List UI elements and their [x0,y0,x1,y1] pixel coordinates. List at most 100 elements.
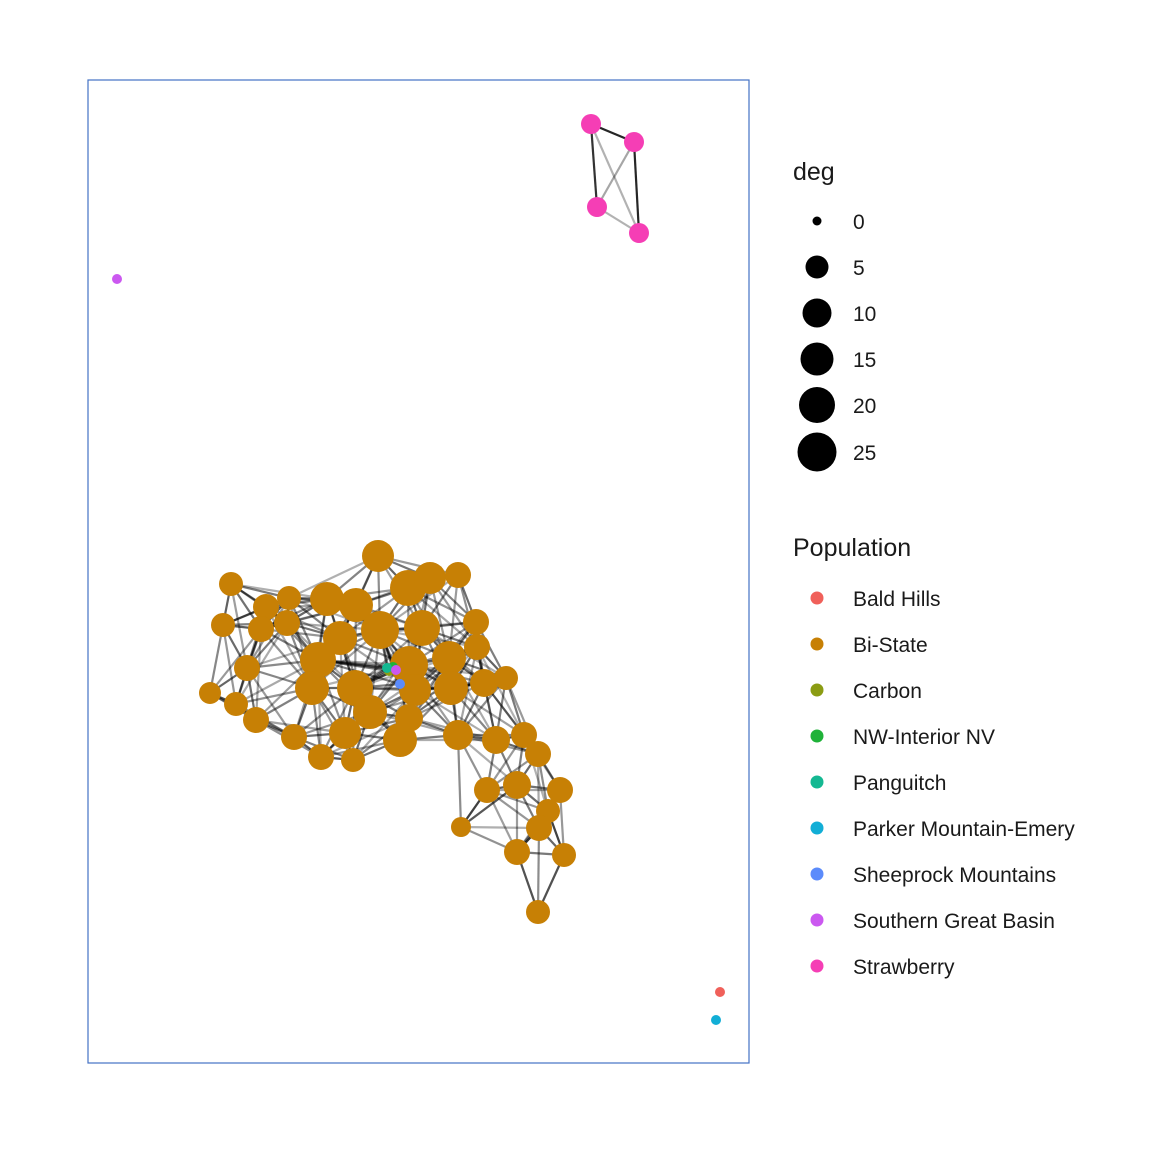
legend-deg-key-0 [812,216,822,226]
network-node-bi-state [300,642,336,678]
network-edge [589,123,641,234]
network-edge [254,628,263,721]
legend-population-label-carbon: Carbon [853,680,922,703]
legend-population-key-sheeprock-mountains [810,867,824,881]
network-node-bi-state [308,744,334,770]
legend-population-key-southern-great-basin [810,913,824,927]
legend-population-key-carbon [810,683,824,697]
legend-population-key-panguitch [810,775,824,789]
legend-population-key-strawberry [810,959,824,973]
network-node-bi-state [199,682,221,704]
legend-deg-label-10: 10 [853,303,876,326]
network-node-bi-state [310,582,344,616]
network-node-bi-state [526,815,552,841]
legend-population-key-bald-hills [810,591,824,605]
network-node-bi-state [339,588,373,622]
network-node-sheeprock-mountains [395,679,405,689]
network-node-bi-state [414,562,446,594]
network-node-bi-state [432,641,466,675]
network-node-bi-state [434,671,468,705]
network-node-bi-state [443,720,473,750]
network-edge [235,622,288,705]
legend-population-label-nw-interior-nv: NW-Interior NV [853,726,995,749]
network-node-bi-state [219,572,243,596]
network-edge [589,123,599,208]
network-edge [460,825,540,830]
network-node-bi-state [451,817,471,837]
legend-population-key-nw-interior-nv [810,729,824,743]
network-node-bald-hills [715,987,725,997]
network-node-bi-state [362,540,394,572]
network-node-bi-state [482,726,510,754]
legend-population-title: Population [793,534,911,562]
network-node-bi-state [494,666,518,690]
legend-population-label-sheeprock-mountains: Sheeprock Mountains [853,864,1056,887]
network-node-bi-state [274,610,300,636]
network-node-bi-state [474,777,500,803]
legend-population-label-bald-hills: Bald Hills [853,588,941,611]
legend-deg-key-5 [805,255,829,279]
network-node-bi-state [547,777,573,803]
network-node-bi-state [552,843,576,867]
legend-population-label-parker-mountain-emery: Parker Mountain-Emery [853,818,1075,841]
legend-deg-key-25 [797,432,837,472]
legend-population-label-panguitch: Panguitch [853,772,946,795]
network-edge [456,734,463,828]
legend-deg-key-15 [800,342,834,376]
network-edge [536,827,541,913]
network-node-bi-state [234,655,260,681]
legend-deg-label-0: 0 [853,211,865,234]
network-node-bi-state [211,613,235,637]
network-node-panguitch [382,663,392,673]
network-node-bi-state [404,610,440,646]
legend-deg-label-15: 15 [853,349,876,372]
network-node-bi-state [445,562,471,588]
network-node-bi-state [463,609,489,635]
legend-population-label-southern-great-basin: Southern Great Basin [853,910,1055,933]
network-node-bi-state [224,692,248,716]
legend-deg-title: deg [793,158,835,186]
network-node-strawberry [624,132,644,152]
network-edge [221,624,238,705]
network-edge [596,141,635,208]
network-node-bi-state [470,669,498,697]
legend-population-keys: Bald Hills Bi-State Carbon NW-Interior NV Pa… [810,588,1075,979]
legend-population: Population Bald Hills Bi-State Carbon NW-In… [793,534,1075,979]
network-node-parker-mountain-emery [711,1015,721,1025]
legend-deg-key-10 [802,298,832,328]
network-node-strawberry [629,223,649,243]
network-node-bi-state [399,674,431,706]
legend-population-label-bi-state: Bi-State [853,634,928,657]
network-node-bi-state [525,741,551,767]
network-node-southern-great-basin [391,665,401,675]
network-node-bi-state [526,900,550,924]
network-node-bi-state [295,671,329,705]
network-node-southern-great-basin [112,274,122,284]
network-node-bi-state [503,771,531,799]
legend-deg-label-5: 5 [853,257,865,280]
network-node-bi-state [329,717,361,749]
network-edge [288,555,379,599]
network-node-bi-state [353,695,387,729]
network-edge [632,141,641,234]
network-node-bi-state [253,594,279,620]
network-node-bi-state [277,586,301,610]
network-node-bi-state [395,704,423,732]
legend-population-label-strawberry: Strawberry [853,956,955,979]
network-edge [209,628,262,694]
network-node-bi-state [464,634,490,660]
network-node-bi-state [361,611,399,649]
legend-deg-label-20: 20 [853,395,876,418]
network-node-strawberry [581,114,601,134]
network-node-bi-state [511,722,537,748]
network-node-bi-state [323,621,357,655]
network-node-bi-state [504,839,530,865]
legend-deg-key-20 [799,387,835,423]
network-node-bi-state [341,748,365,772]
network-node-strawberry [587,197,607,217]
legend-deg: deg 0 5 10 15 20 25 [793,158,876,472]
network-nodes [112,114,725,1025]
network-node-bi-state [281,724,307,750]
network-edge [476,646,525,736]
